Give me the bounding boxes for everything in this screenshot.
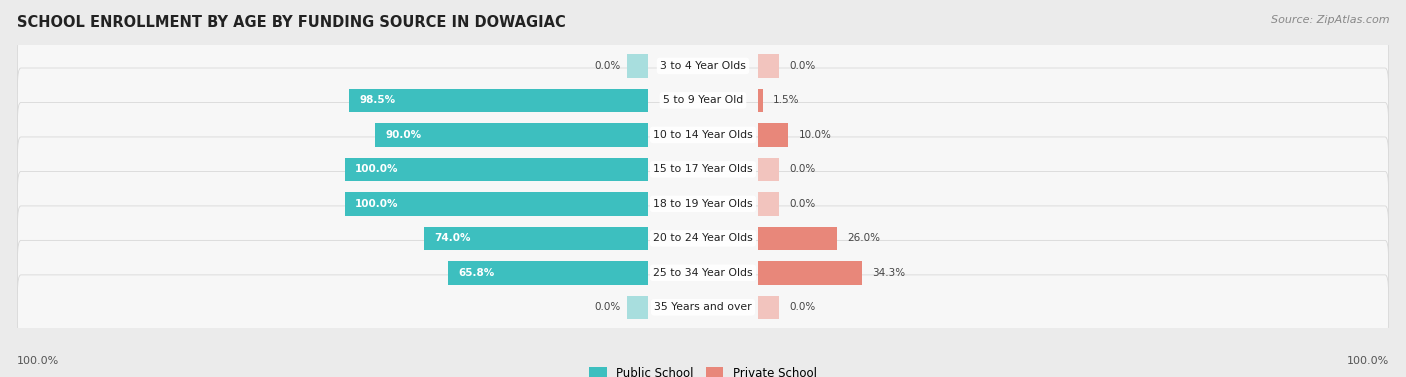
FancyBboxPatch shape (17, 103, 1389, 167)
FancyBboxPatch shape (758, 192, 779, 216)
Text: 0.0%: 0.0% (595, 61, 620, 71)
Text: 34.3%: 34.3% (873, 268, 905, 278)
Text: 5 to 9 Year Old: 5 to 9 Year Old (662, 95, 744, 106)
FancyBboxPatch shape (627, 296, 648, 319)
Text: 100.0%: 100.0% (17, 356, 59, 366)
FancyBboxPatch shape (344, 158, 648, 181)
FancyBboxPatch shape (758, 123, 789, 147)
FancyBboxPatch shape (17, 34, 1389, 98)
FancyBboxPatch shape (758, 158, 779, 181)
Text: 100.0%: 100.0% (356, 164, 398, 175)
Text: Source: ZipAtlas.com: Source: ZipAtlas.com (1271, 15, 1389, 25)
FancyBboxPatch shape (349, 89, 648, 112)
FancyBboxPatch shape (423, 227, 648, 250)
Text: 10.0%: 10.0% (799, 130, 831, 140)
Text: 74.0%: 74.0% (434, 233, 471, 243)
Text: 0.0%: 0.0% (789, 164, 815, 175)
Text: 0.0%: 0.0% (789, 61, 815, 71)
Text: 15 to 17 Year Olds: 15 to 17 Year Olds (654, 164, 752, 175)
Text: 100.0%: 100.0% (1347, 356, 1389, 366)
Text: 65.8%: 65.8% (458, 268, 495, 278)
FancyBboxPatch shape (375, 123, 648, 147)
Text: 18 to 19 Year Olds: 18 to 19 Year Olds (654, 199, 752, 209)
FancyBboxPatch shape (17, 206, 1389, 271)
Text: 20 to 24 Year Olds: 20 to 24 Year Olds (654, 233, 752, 243)
Text: 25 to 34 Year Olds: 25 to 34 Year Olds (654, 268, 752, 278)
FancyBboxPatch shape (17, 68, 1389, 133)
Text: 10 to 14 Year Olds: 10 to 14 Year Olds (654, 130, 752, 140)
Text: 98.5%: 98.5% (360, 95, 395, 106)
FancyBboxPatch shape (758, 261, 862, 285)
Text: 0.0%: 0.0% (789, 199, 815, 209)
FancyBboxPatch shape (758, 227, 837, 250)
Text: 100.0%: 100.0% (356, 199, 398, 209)
Text: 0.0%: 0.0% (595, 302, 620, 312)
Text: SCHOOL ENROLLMENT BY AGE BY FUNDING SOURCE IN DOWAGIAC: SCHOOL ENROLLMENT BY AGE BY FUNDING SOUR… (17, 15, 565, 30)
FancyBboxPatch shape (17, 172, 1389, 236)
FancyBboxPatch shape (758, 296, 779, 319)
FancyBboxPatch shape (758, 54, 779, 78)
Text: 90.0%: 90.0% (385, 130, 422, 140)
FancyBboxPatch shape (17, 275, 1389, 340)
FancyBboxPatch shape (344, 192, 648, 216)
Text: 0.0%: 0.0% (789, 302, 815, 312)
Text: 1.5%: 1.5% (773, 95, 800, 106)
Text: 26.0%: 26.0% (848, 233, 880, 243)
FancyBboxPatch shape (758, 89, 762, 112)
Text: 3 to 4 Year Olds: 3 to 4 Year Olds (659, 61, 747, 71)
FancyBboxPatch shape (627, 54, 648, 78)
FancyBboxPatch shape (17, 137, 1389, 202)
Legend: Public School, Private School: Public School, Private School (585, 362, 821, 377)
Text: 35 Years and over: 35 Years and over (654, 302, 752, 312)
FancyBboxPatch shape (17, 241, 1389, 305)
FancyBboxPatch shape (449, 261, 648, 285)
